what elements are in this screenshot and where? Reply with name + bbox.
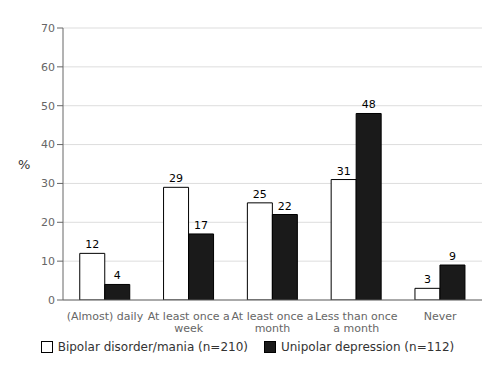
html-text:Bipolar disorder/mania (n=210): Bipolar disorder/mania (n=210) <box>57 340 248 354</box>
svg-text:20: 20 <box>41 216 55 229</box>
html-text:Unipolar depression (n=112): Unipolar depression (n=112) <box>281 340 455 354</box>
svg-text:29: 29 <box>169 172 183 185</box>
svg-text:9: 9 <box>449 250 456 263</box>
svg-text:%: % <box>18 157 30 172</box>
svg-text:17: 17 <box>194 219 208 232</box>
svg-text:10: 10 <box>41 255 55 268</box>
svg-text:50: 50 <box>41 100 55 113</box>
svg-text:31: 31 <box>337 165 351 178</box>
svg-text:25: 25 <box>253 188 267 201</box>
svg-text:40: 40 <box>41 138 55 151</box>
svg-text:0: 0 <box>48 294 55 307</box>
svg-text:Never: Never <box>424 310 457 323</box>
svg-text:At least once amonth: At least once amonth <box>231 310 313 336</box>
svg-text:(Almost) daily: (Almost) daily <box>67 310 144 323</box>
svg-text:At least once aweek: At least once aweek <box>148 310 230 336</box>
svg-text:Less than oncea month: Less than oncea month <box>315 310 398 336</box>
svg-text:12: 12 <box>85 238 99 251</box>
svg-text:4: 4 <box>114 269 121 282</box>
svg-text:22: 22 <box>278 200 292 213</box>
svg-text:30: 30 <box>41 177 55 190</box>
svg-text:70: 70 <box>41 22 55 35</box>
svg-text:3: 3 <box>424 273 431 286</box>
svg-text:48: 48 <box>362 98 376 111</box>
svg-text:60: 60 <box>41 61 55 74</box>
